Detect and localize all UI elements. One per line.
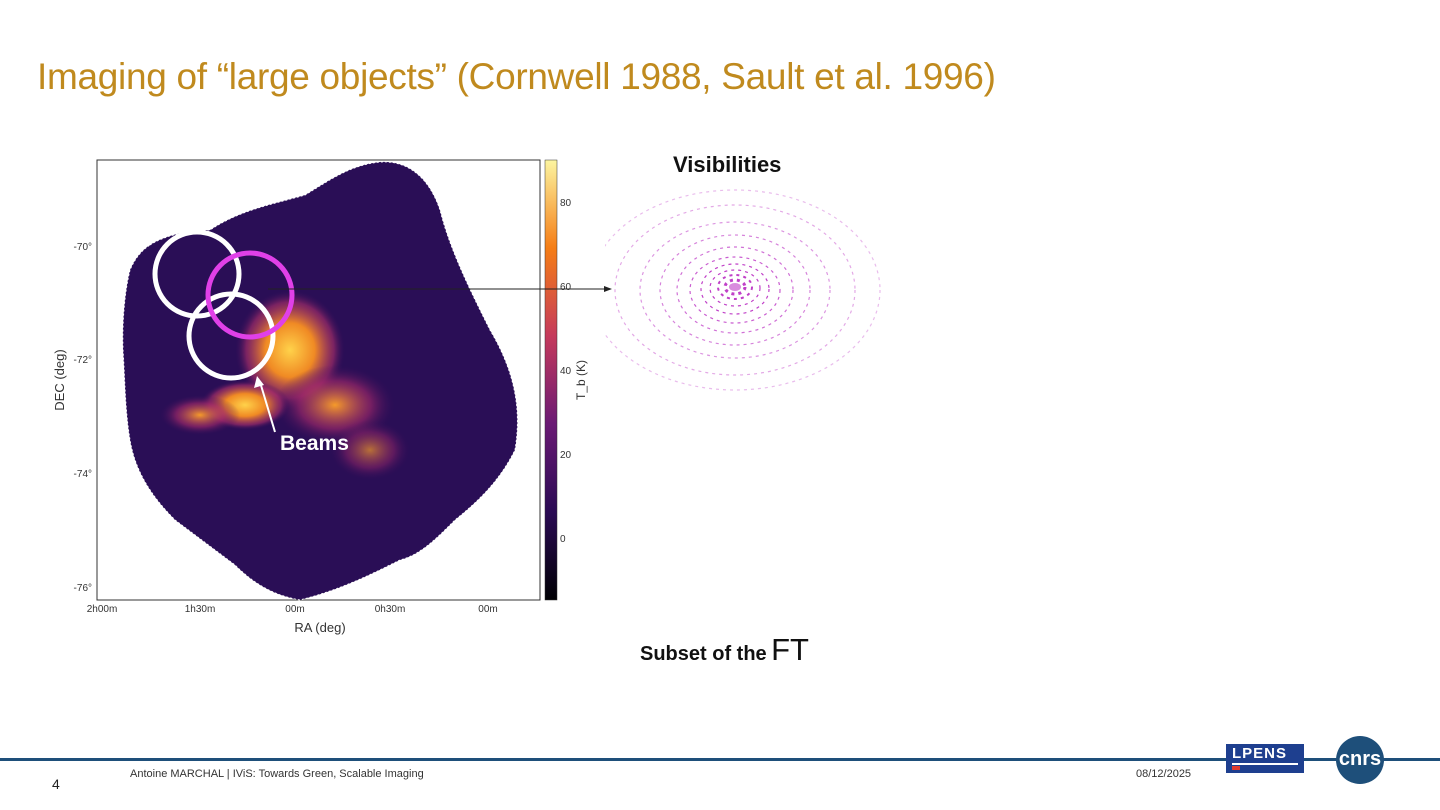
colorbar-tick: 20 — [560, 450, 572, 461]
subset-caption: Subset of the FT — [640, 632, 809, 668]
ytick-label: -70° — [74, 242, 92, 253]
slide-title: Imaging of “large objects” (Cornwell 198… — [37, 56, 996, 97]
xtick-label: 00m — [285, 604, 304, 615]
colorbar-label: T_b (K) — [574, 360, 588, 400]
subset-ft: FT — [771, 632, 809, 667]
colorbar-tick: 80 — [560, 198, 572, 209]
xtick-label: 2h00m — [87, 604, 118, 615]
cnrs-logo: cnrs — [1336, 736, 1384, 784]
xtick-label: 1h30m — [185, 604, 216, 615]
colorbar-tick: 40 — [560, 366, 572, 377]
colorbar — [544, 159, 558, 601]
ytick-label: -74° — [74, 469, 92, 480]
beam-circle-1 — [152, 229, 242, 319]
footer-divider — [0, 758, 1440, 761]
subset-prefix: Subset of the — [640, 643, 767, 665]
beams-label: Beams — [280, 432, 349, 455]
ytick-label: -72° — [74, 355, 92, 366]
page-number: 4 — [52, 776, 60, 792]
xtick-label: 00m — [478, 604, 497, 615]
ytick-label: -76° — [74, 583, 92, 594]
colorbar-tick: 0 — [560, 534, 566, 545]
x-axis-label: RA (deg) — [294, 620, 345, 635]
footer-author-talk: Antoine MARCHAL | IViS: Towards Green, S… — [130, 768, 424, 780]
beam-circle-highlight — [205, 250, 295, 340]
beam-circle-2 — [186, 291, 276, 381]
footer-date: 08/12/2025 — [1136, 768, 1192, 780]
link-arrow — [268, 286, 612, 292]
colorbar-tick: 60 — [560, 282, 572, 293]
beams-arrow — [259, 381, 276, 433]
xtick-label: 0h30m — [375, 604, 406, 615]
y-axis-label: DEC (deg) — [52, 349, 67, 410]
sky-image-figure: Beams -70° -72° -74° -76° DEC (deg) 2h00… — [52, 159, 588, 635]
lpens-logo: LPENS — [1226, 744, 1304, 773]
visibilities-uv-plot — [605, 189, 881, 391]
visibilities-label: Visibilities — [673, 152, 782, 177]
lpens-logo-text: LPENS — [1232, 745, 1288, 762]
